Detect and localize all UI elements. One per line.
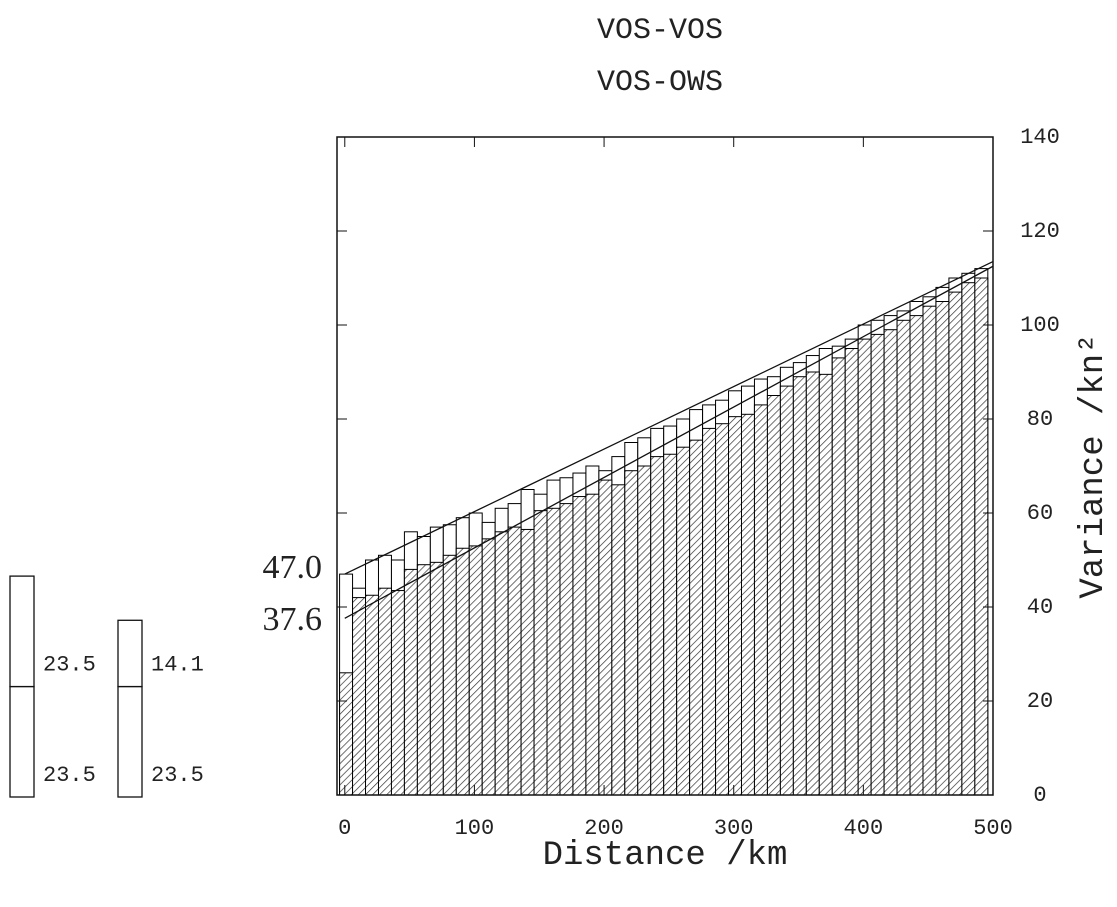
bar [779, 385, 794, 796]
bar [974, 277, 989, 796]
intercept-label: 47.0 [263, 549, 323, 586]
legend-entry: VOS-VOS [597, 14, 723, 48]
y-tick-label: 0 [1033, 783, 1046, 808]
bar [922, 305, 937, 796]
x-tick-label: 200 [584, 816, 624, 841]
partition-label: 23.5 [43, 763, 96, 788]
bar [689, 439, 704, 796]
partition-segment [117, 685, 143, 798]
bar [702, 427, 717, 796]
bar [507, 526, 522, 796]
intercept-label: 37.6 [263, 601, 323, 638]
fit-line [344, 265, 994, 619]
x-tick-label: 100 [455, 816, 495, 841]
bar [481, 538, 496, 796]
plot [339, 268, 989, 796]
partition-label: 23.5 [43, 652, 96, 677]
x-tick-label: 0 [338, 816, 351, 841]
y-tick-label: 100 [1020, 313, 1060, 338]
x-tick-label: 500 [973, 816, 1013, 841]
bar [572, 496, 587, 796]
x-tick-label: 400 [844, 816, 884, 841]
bar [455, 547, 470, 796]
bar [494, 531, 509, 796]
partition-segment [9, 685, 35, 798]
y-tick-label: 140 [1020, 125, 1060, 150]
bar [831, 357, 846, 796]
legend-entry: VOS-OWS [597, 66, 723, 100]
bar [390, 590, 405, 796]
y-tick-label: 60 [1027, 501, 1053, 526]
bar [352, 597, 367, 796]
bar [416, 564, 431, 796]
bar [429, 561, 444, 796]
bar [676, 446, 691, 796]
x-axis-label: Distance /km [543, 837, 788, 875]
y-tick-label: 40 [1027, 595, 1053, 620]
bar [766, 395, 781, 796]
bar [715, 423, 730, 796]
fit-line [344, 260, 994, 575]
bar [468, 545, 483, 796]
bar [339, 672, 354, 796]
bar [844, 348, 859, 796]
y-tick-label: 20 [1027, 689, 1053, 714]
bar [377, 587, 392, 796]
bar [637, 465, 652, 796]
bar [624, 470, 639, 796]
bar [559, 503, 574, 796]
bar [598, 479, 613, 796]
partition-segment [9, 575, 35, 688]
bar [728, 416, 742, 796]
partition-segment [117, 619, 143, 688]
y-axis-label: Variance /kn² [1075, 333, 1113, 598]
y-tick-label: 120 [1020, 219, 1060, 244]
bar [663, 453, 678, 796]
bar [533, 510, 548, 796]
partition-label: 14.1 [151, 652, 204, 677]
bar [818, 373, 833, 796]
bar [935, 301, 950, 796]
bar [909, 315, 924, 796]
bar [805, 371, 820, 796]
bar [585, 493, 600, 796]
bar [403, 568, 418, 796]
bar [857, 338, 872, 796]
plot-frame [336, 136, 994, 796]
bar [753, 404, 768, 796]
x-tick-label: 300 [714, 816, 754, 841]
y-tick-label: 80 [1027, 407, 1053, 432]
bar [883, 329, 898, 796]
bar [611, 484, 626, 796]
bar [365, 594, 379, 796]
bar [650, 456, 665, 796]
bar [740, 413, 755, 796]
bar [896, 319, 911, 796]
bar [870, 333, 885, 796]
partition-label: 23.5 [151, 763, 204, 788]
bar [948, 291, 963, 796]
bar [520, 528, 535, 796]
bar [442, 554, 457, 796]
bar [792, 376, 807, 796]
bar [961, 282, 976, 796]
bar [546, 507, 561, 796]
